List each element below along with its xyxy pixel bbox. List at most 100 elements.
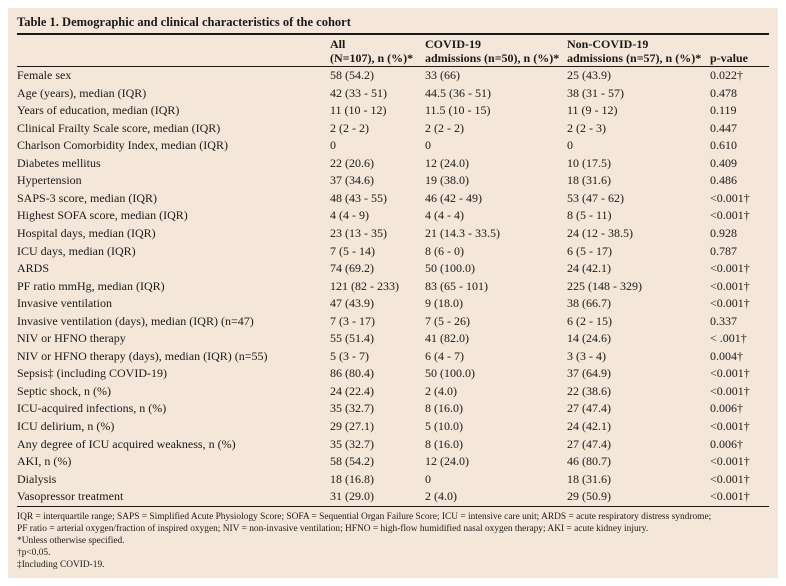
- row-label: Invasive ventilation (days), median (IQR…: [17, 313, 254, 328]
- row-label: Hospital days, median (IQR): [17, 225, 156, 240]
- cell: 7 (5 - 26): [425, 313, 470, 328]
- cell: 58 (54.2): [330, 68, 374, 82]
- cell: 58 (54.2): [330, 454, 374, 469]
- rule: [17, 506, 769, 507]
- cell: 50 (100.0): [425, 366, 475, 381]
- column-header: (N=107), n (%)*: [330, 51, 414, 65]
- cell: 2 (2 - 3): [567, 120, 606, 135]
- cell: 35 (32.7): [330, 401, 374, 416]
- cell: 0.119: [710, 103, 737, 118]
- cell: 24 (22.4): [330, 383, 374, 398]
- row-label: Diabetes mellitus: [17, 155, 101, 170]
- cell: 41 (82.0): [425, 331, 469, 346]
- cell: 5 (10.0): [425, 419, 463, 433]
- footnote: *Unless otherwise specified.: [17, 536, 125, 546]
- row-label: ICU delirium, n (%): [17, 419, 115, 433]
- cell: 8 (16.0): [425, 436, 463, 451]
- footnote: ‡Including COVID-19.: [17, 560, 105, 570]
- cell: <0.001†: [710, 454, 750, 469]
- cell: <0.001†: [710, 278, 750, 293]
- cell: 0.928: [710, 225, 737, 240]
- cell: 18 (16.8): [330, 471, 374, 486]
- row-label: SAPS-3 score, median (IQR): [17, 190, 157, 205]
- cell: 0.006†: [710, 401, 743, 416]
- rule: [17, 33, 769, 35]
- cell: 29 (27.1): [330, 419, 374, 433]
- cell: 14 (24.6): [567, 331, 611, 346]
- row-label: Sepsis‡ (including COVID-19): [17, 366, 167, 381]
- rule: [17, 66, 769, 67]
- cell: 0: [425, 471, 431, 486]
- footnote: †p<0.05.: [17, 548, 51, 558]
- footnote: IQR = interquartile range; SAPS = Simpli…: [17, 512, 712, 522]
- cell: 23 (13 - 35): [330, 225, 387, 240]
- cell: 11 (9 - 12): [567, 103, 618, 118]
- row-label: Female sex: [17, 68, 72, 82]
- cell: 0.610: [710, 138, 737, 153]
- cell: 22 (20.6): [330, 155, 374, 170]
- cell: 0.022†: [710, 68, 743, 82]
- row-label: Highest SOFA score, median (IQR): [17, 208, 188, 223]
- cell: 2 (2 - 2): [330, 120, 369, 135]
- row-label: Clinical Frailty Scale score, median (IQ…: [17, 120, 221, 135]
- cell: 6 (5 - 17): [567, 243, 612, 258]
- cell: 0.447: [710, 120, 737, 135]
- cell: 48 (43 - 55): [330, 190, 387, 205]
- row-label: Age (years), median (IQR): [17, 85, 147, 100]
- row-label: Invasive ventilation: [17, 296, 112, 311]
- cell: 74 (69.2): [330, 261, 374, 276]
- row-label: Dialysis: [17, 471, 57, 486]
- cell: 46 (80.7): [567, 454, 611, 469]
- cell: 6 (2 - 15): [567, 313, 612, 328]
- column-header: COVID-19: [425, 37, 481, 51]
- row-label: ARDS: [17, 261, 50, 276]
- cell: 12 (24.0): [425, 155, 469, 170]
- row-label: ICU-acquired infections, n (%): [17, 401, 167, 416]
- cell: 225 (148 - 329): [567, 278, 642, 293]
- cell: 0.004†: [710, 348, 743, 363]
- cell: 42 (33 - 51): [330, 85, 387, 100]
- cell: 46 (42 - 49): [425, 190, 482, 205]
- cell: 6 (4 - 7): [425, 348, 464, 363]
- cell: 18 (31.6): [567, 173, 611, 188]
- cell: 121 (82 - 233): [330, 278, 399, 293]
- cell: 37 (64.9): [567, 366, 611, 381]
- cell: 38 (66.7): [567, 296, 611, 311]
- cell: 12 (24.0): [425, 454, 469, 469]
- row-label: Septic shock, n (%): [17, 383, 111, 398]
- row-label: Hypertension: [17, 173, 82, 188]
- cell: 8 (6 - 0): [425, 243, 464, 258]
- cell: 4 (4 - 9): [330, 208, 369, 223]
- footnote: PF ratio = arterial oxygen/fraction of i…: [17, 524, 649, 534]
- cell: 19 (38.0): [425, 173, 469, 188]
- cell: 0.787: [710, 243, 737, 258]
- cell: 27 (47.4): [567, 401, 611, 416]
- cell: 29 (50.9): [567, 489, 611, 504]
- cell: 8 (5 - 11): [567, 208, 612, 223]
- row-label: NIV or HFNO therapy: [17, 331, 126, 346]
- cell: 21 (14.3 - 33.5): [425, 225, 500, 240]
- cell: 50 (100.0): [425, 261, 475, 276]
- cell: 86 (80.4): [330, 366, 374, 381]
- row-label: ICU days, median (IQR): [17, 243, 136, 258]
- table-title: Table 1. Demographic and clinical charac…: [17, 15, 351, 29]
- cell: 24 (12 - 38.5): [567, 225, 633, 240]
- cell: 5 (3 - 7): [330, 348, 369, 363]
- cell: <0.001†: [710, 208, 750, 223]
- cell: <0.001†: [710, 419, 750, 433]
- row-label: AKI, n (%): [17, 454, 72, 469]
- cell: 11 (10 - 12): [330, 103, 387, 118]
- column-header: All: [330, 37, 346, 51]
- cell: 3 (3 - 4): [567, 348, 606, 363]
- cell: 7 (3 - 17): [330, 313, 375, 328]
- cell: 4 (4 - 4): [425, 208, 464, 223]
- cell: 53 (47 - 62): [567, 190, 624, 205]
- row-label: PF ratio mmHg, median (IQR): [17, 278, 165, 293]
- cell: 25 (43.9): [567, 68, 611, 82]
- cell: 44.5 (36 - 51): [425, 85, 491, 100]
- row-label: Years of education, median (IQR): [17, 103, 180, 118]
- cell: 7 (5 - 14): [330, 243, 375, 258]
- cell: 0.337: [710, 313, 737, 328]
- row-label: Vasopressor treatment: [17, 489, 124, 504]
